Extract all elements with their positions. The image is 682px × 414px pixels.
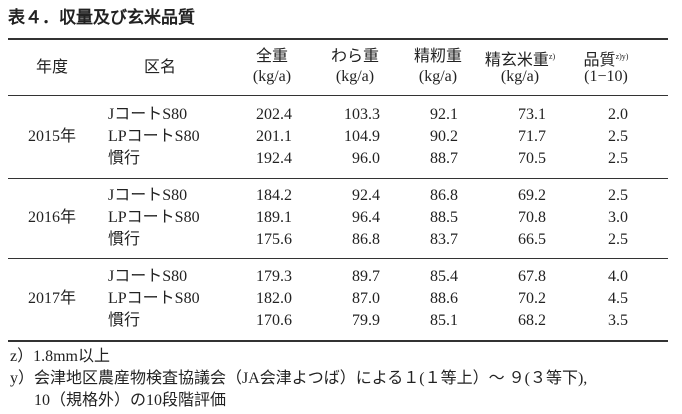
cell: 88.7 [430, 150, 458, 167]
cell: 86.8 [430, 187, 458, 204]
column-unit: (kg/a) [252, 68, 292, 85]
cell: 88.6 [430, 290, 458, 307]
column-name: 精籾重 [413, 48, 463, 65]
cell: 179.3 [256, 268, 292, 285]
cell: 83.7 [430, 231, 458, 248]
cell: 96.0 [352, 150, 380, 167]
cell: 201.1 [256, 128, 292, 145]
cell: 2.5 [608, 128, 628, 145]
cell: 88.5 [430, 209, 458, 226]
cell: 92.4 [352, 187, 380, 204]
cell: 2.5 [608, 150, 628, 167]
column-name: 全重 [255, 48, 289, 65]
cell: 202.4 [256, 106, 292, 123]
plot-name: 慣行 [108, 231, 141, 248]
cell: 92.1 [430, 106, 458, 123]
column-name: 品質z)y) [583, 52, 629, 69]
cell: 170.6 [256, 312, 292, 329]
title: 表４．収量及び玄米品質 [8, 8, 195, 28]
rule [8, 258, 668, 259]
cell: 67.8 [518, 268, 546, 285]
footnote: y）会津地区農産物検査協議会（JA会津よつば）による１(１等上）～ ９(３等下)… [10, 370, 588, 387]
cell: 189.1 [256, 209, 292, 226]
cell: 66.5 [518, 231, 546, 248]
cell: 68.2 [518, 312, 546, 329]
cell: 103.3 [344, 106, 380, 123]
column-unit: (1−10) [584, 68, 628, 85]
cell: 104.9 [344, 128, 380, 145]
cell: 182.0 [256, 290, 292, 307]
footnote: z）1.8mm以上 [10, 348, 110, 365]
cell: 96.4 [352, 209, 380, 226]
cell: 184.2 [256, 187, 292, 204]
rule [8, 95, 668, 96]
cell: 71.7 [518, 128, 546, 145]
cell: 70.5 [518, 150, 546, 167]
cell: 2.5 [608, 231, 628, 248]
year: 2016年 [27, 209, 77, 226]
cell: 192.4 [256, 150, 292, 167]
cell: 4.0 [608, 268, 628, 285]
plot-name: JコートS80 [108, 187, 188, 204]
rule [8, 340, 668, 342]
column-name: わら重 [330, 48, 380, 65]
year: 2017年 [27, 290, 77, 307]
plot-name: LPコートS80 [108, 290, 200, 307]
cell: 2.5 [608, 187, 628, 204]
cell: 87.0 [352, 290, 380, 307]
cell: 85.4 [430, 268, 458, 285]
column-unit: (kg/a) [335, 68, 375, 85]
cell: 86.8 [352, 231, 380, 248]
plot-name: 慣行 [108, 150, 141, 167]
column-unit: (kg/a) [500, 68, 540, 85]
plot-name: 慣行 [108, 312, 141, 329]
cell: 70.8 [518, 209, 546, 226]
cell: 69.2 [518, 187, 546, 204]
cell: 175.6 [256, 231, 292, 248]
plot-name: LPコートS80 [108, 209, 200, 226]
plot-name: JコートS80 [108, 106, 188, 123]
plot-name: JコートS80 [108, 268, 188, 285]
cell: 2.0 [608, 106, 628, 123]
cell: 3.5 [608, 312, 628, 329]
column-note: z) [548, 52, 556, 61]
cell: 79.9 [352, 312, 380, 329]
column-name: 年度 [35, 59, 69, 76]
column-note: z)y) [615, 52, 629, 61]
cell: 4.5 [608, 290, 628, 307]
rule [8, 38, 668, 40]
year: 2015年 [27, 128, 77, 145]
column-name: 精玄米重z) [484, 52, 556, 69]
cell: 85.1 [430, 312, 458, 329]
column-unit: (kg/a) [418, 68, 458, 85]
cell: 89.7 [352, 268, 380, 285]
cell: 70.2 [518, 290, 546, 307]
cell: 73.1 [518, 106, 546, 123]
cell: 3.0 [608, 209, 628, 226]
cell: 90.2 [430, 128, 458, 145]
plot-name: LPコートS80 [108, 128, 200, 145]
rule [8, 178, 668, 179]
footnote: 10（規格外）の10段階評価 [34, 392, 227, 409]
column-name: 区名 [143, 59, 177, 76]
